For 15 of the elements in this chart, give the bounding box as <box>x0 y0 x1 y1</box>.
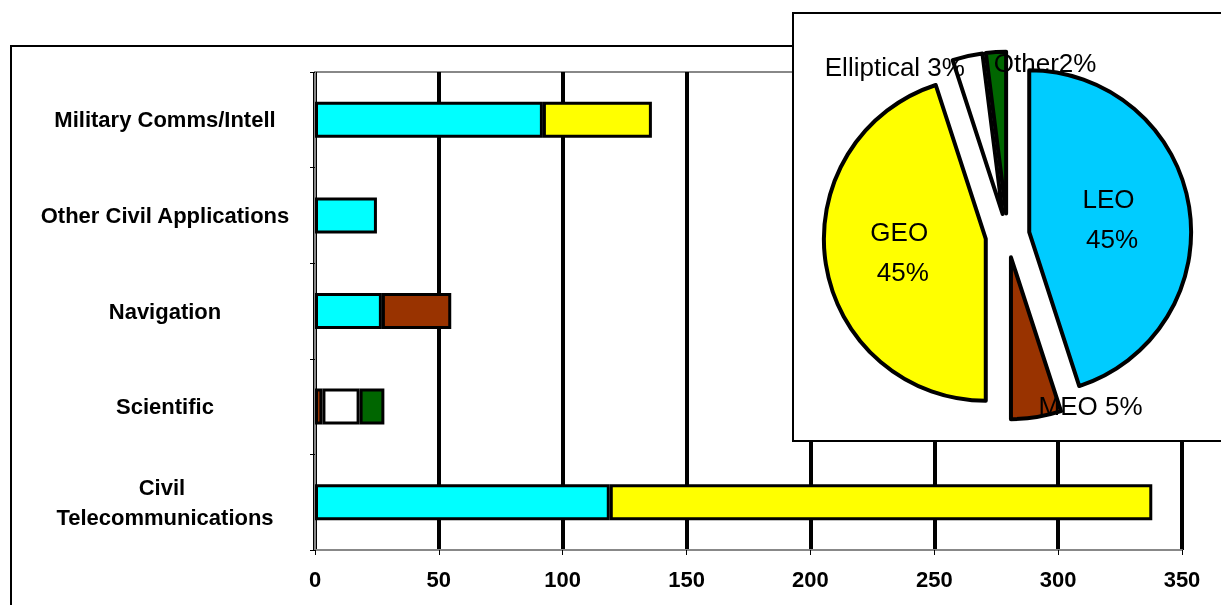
slice-label: LEO 45% <box>1082 183 1142 254</box>
x-tick-label: 200 <box>792 566 829 592</box>
y-tick-label: Military Comms/Intell <box>54 107 276 133</box>
y-tick-label: Other Civil Applications <box>40 202 290 228</box>
x-tick-label: 100 <box>544 566 582 592</box>
y-tick-label: Navigation <box>108 298 222 324</box>
x-tick-label: 350 <box>1163 566 1201 592</box>
x-tick-label: 250 <box>915 566 953 592</box>
x-tick-label: 150 <box>668 566 705 592</box>
x-tick-label: 300 <box>1039 566 1077 592</box>
slice-label: GEO 45% <box>870 217 936 288</box>
y-tick-label: Civil Telecommunications <box>56 474 274 530</box>
x-tick-label: 50 <box>426 566 452 592</box>
x-tick-label: 0 <box>308 566 322 592</box>
y-tick-label: Scientific <box>116 394 214 420</box>
